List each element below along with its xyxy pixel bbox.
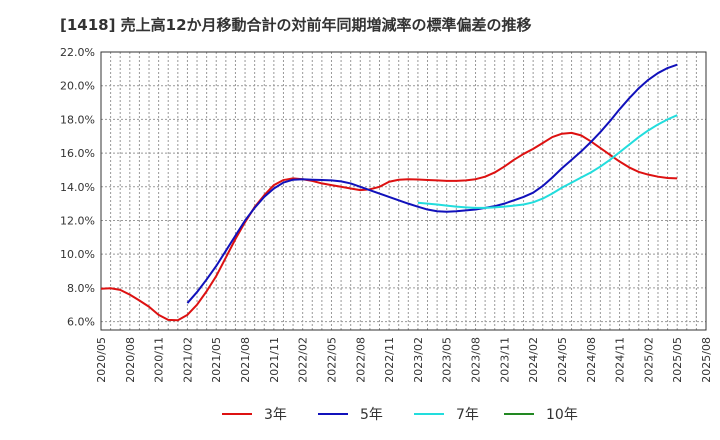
x-tick-label: 2025/02 <box>642 337 655 383</box>
series-line <box>186 63 678 304</box>
series-line <box>417 114 678 209</box>
x-tick-label: 2021/05 <box>210 337 223 383</box>
x-tick-label: 2021/02 <box>181 337 194 383</box>
y-tick-label: 22.0% <box>60 46 95 59</box>
y-tick-label: 18.0% <box>60 113 95 126</box>
x-tick-label: 2024/08 <box>585 337 598 383</box>
plot-frame <box>100 51 707 331</box>
y-axis-ticks: 6.0% 8.0% 10.0% 12.0% 14.0% 16.0% 18.0% 20.0% 22… <box>60 46 95 329</box>
series-lines <box>100 63 678 322</box>
legend-label: 3年 <box>264 407 287 423</box>
y-tick-label: 12.0% <box>60 214 95 227</box>
x-tick-label: 2022/05 <box>325 337 338 383</box>
chart-title: [1418] 売上高12か月移動合計の対前年同期増減率の標準偏差の推移 <box>60 16 532 34</box>
x-tick-label: 2025/05 <box>671 337 684 383</box>
y-tick-label: 16.0% <box>60 147 95 160</box>
x-tick-label: 2023/05 <box>441 337 454 383</box>
x-axis-ticks: 2020/05 2020/08 2020/11 2021/02 2021/05 2021/… <box>95 337 713 383</box>
y-tick-label: 8.0% <box>67 282 95 295</box>
x-tick-label: 2023/11 <box>498 337 511 383</box>
x-tick-label: 2025/08 <box>700 337 713 383</box>
x-tick-label: 2024/05 <box>556 337 569 383</box>
x-tick-label: 2020/11 <box>153 337 166 383</box>
x-tick-label: 2020/05 <box>95 337 108 383</box>
grid <box>100 51 707 330</box>
y-tick-label: 10.0% <box>60 248 95 261</box>
y-tick-label: 20.0% <box>60 80 95 93</box>
legend-label: 10年 <box>546 407 578 423</box>
legend: 3年 5年 7年 10年 <box>222 407 578 423</box>
x-tick-label: 2024/11 <box>614 337 627 383</box>
legend-label: 7年 <box>456 407 479 423</box>
legend-label: 5年 <box>360 407 383 423</box>
x-tick-label: 2022/11 <box>383 337 396 383</box>
x-tick-label: 2021/11 <box>268 337 281 383</box>
x-tick-label: 2020/08 <box>124 337 137 383</box>
x-tick-label: 2023/08 <box>470 337 483 383</box>
x-tick-label: 2021/08 <box>239 337 252 383</box>
x-tick-label: 2024/02 <box>527 337 540 383</box>
x-tick-label: 2022/08 <box>354 337 367 383</box>
y-tick-label: 14.0% <box>60 181 95 194</box>
x-tick-label: 2023/02 <box>412 337 425 383</box>
series-line <box>100 131 678 322</box>
x-tick-label: 2022/02 <box>297 337 310 383</box>
y-tick-label: 6.0% <box>67 316 95 329</box>
